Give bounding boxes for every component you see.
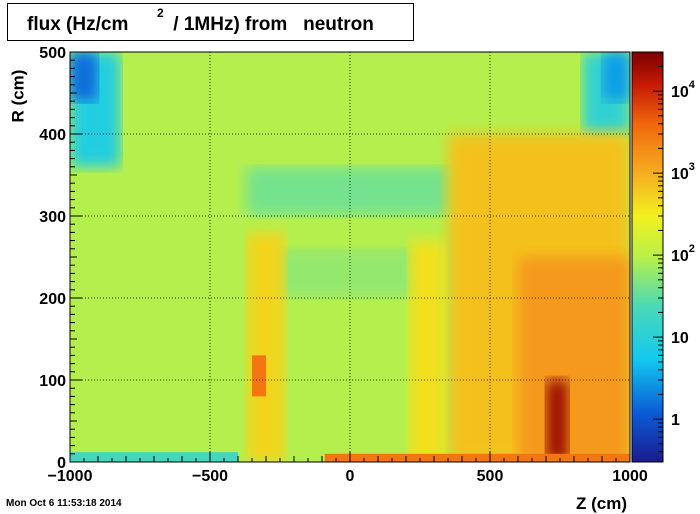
heatmap-region <box>252 355 266 397</box>
x-axis: −1000 −500 0 500 1000 <box>48 452 648 485</box>
heatmap-region <box>602 52 630 102</box>
x-tick-label: −1000 <box>48 468 93 485</box>
chart-title-rest: / 1MHz) from neutron <box>168 14 374 35</box>
heatmap-region <box>518 257 630 462</box>
colorbar-tick-label: 104 <box>671 79 696 101</box>
chart-title: flux (Hz/cm <box>27 14 129 35</box>
colorbar-tick-label: 102 <box>671 243 695 265</box>
heatmap-region <box>246 232 286 462</box>
heatmap-region <box>246 166 451 216</box>
colorbar-tick-label: 1 <box>671 412 680 429</box>
colorbar <box>631 51 664 463</box>
heatmap-region <box>271 248 432 298</box>
chart-title-box: flux (Hz/cm 2 / 1MHz) from neutron <box>7 3 414 41</box>
heatmap-region <box>324 453 630 462</box>
colorbar-tick-label: 10 <box>671 330 689 347</box>
grid-lines <box>70 52 630 462</box>
chart-title-superscript: 2 <box>157 6 164 20</box>
y-tick-label: 100 <box>39 373 66 390</box>
x-axis-title: Z (cm) <box>576 494 627 513</box>
y-axis-title: R (cm) <box>8 69 28 123</box>
y-tick-label: 300 <box>39 209 66 226</box>
x-tick-label: 1000 <box>612 468 648 485</box>
heatmap-region <box>408 240 446 462</box>
y-tick-label: 0 <box>57 455 66 472</box>
colorbar-tick-label: 103 <box>671 161 695 183</box>
y-tick-label: 500 <box>39 45 66 62</box>
x-tick-label: 0 <box>346 468 355 485</box>
y-axis: 0 100 200 300 400 500 <box>39 45 82 472</box>
y-tick-label: 400 <box>39 127 66 144</box>
timestamp: Mon Oct 6 11:53:18 2014 <box>6 498 122 509</box>
heatmap-region <box>546 380 569 462</box>
x-tick-label: −500 <box>192 468 228 485</box>
y-tick-label: 200 <box>39 291 66 308</box>
x-tick-label: 500 <box>477 468 504 485</box>
